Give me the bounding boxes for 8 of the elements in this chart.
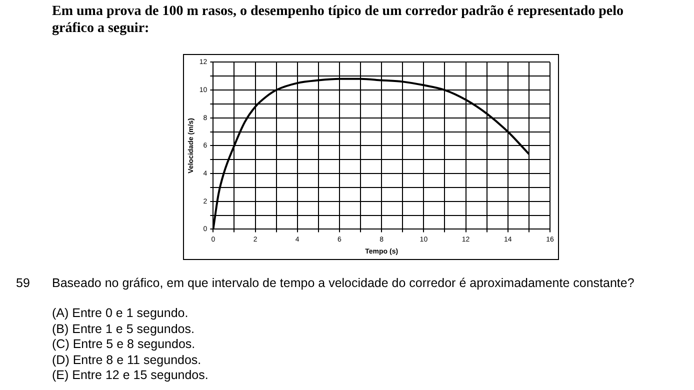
text: (E) Entre 12 e 15 segundos. — [52, 368, 208, 384]
text: (B) Entre 1 e 5 segundos. — [52, 322, 196, 337]
text: 59 — [16, 276, 30, 290]
text: Baseado no gráfico, em que intervalo de tempo a velocidade do corredor é aproximadamente constante? — [52, 276, 636, 290]
text: (A) Entre 0 e 1 segundo. — [52, 306, 190, 322]
chart-title: Em uma prova de 100 m rasos, o desempenho típico de um corredor padrão é representado pelo gráfico a seguir: — [52, 3, 625, 37]
text: (D) Entre 8 e 11 segundos. — [52, 352, 202, 368]
text: (C) Entre 5 e 8 segundos. — [52, 337, 196, 352]
